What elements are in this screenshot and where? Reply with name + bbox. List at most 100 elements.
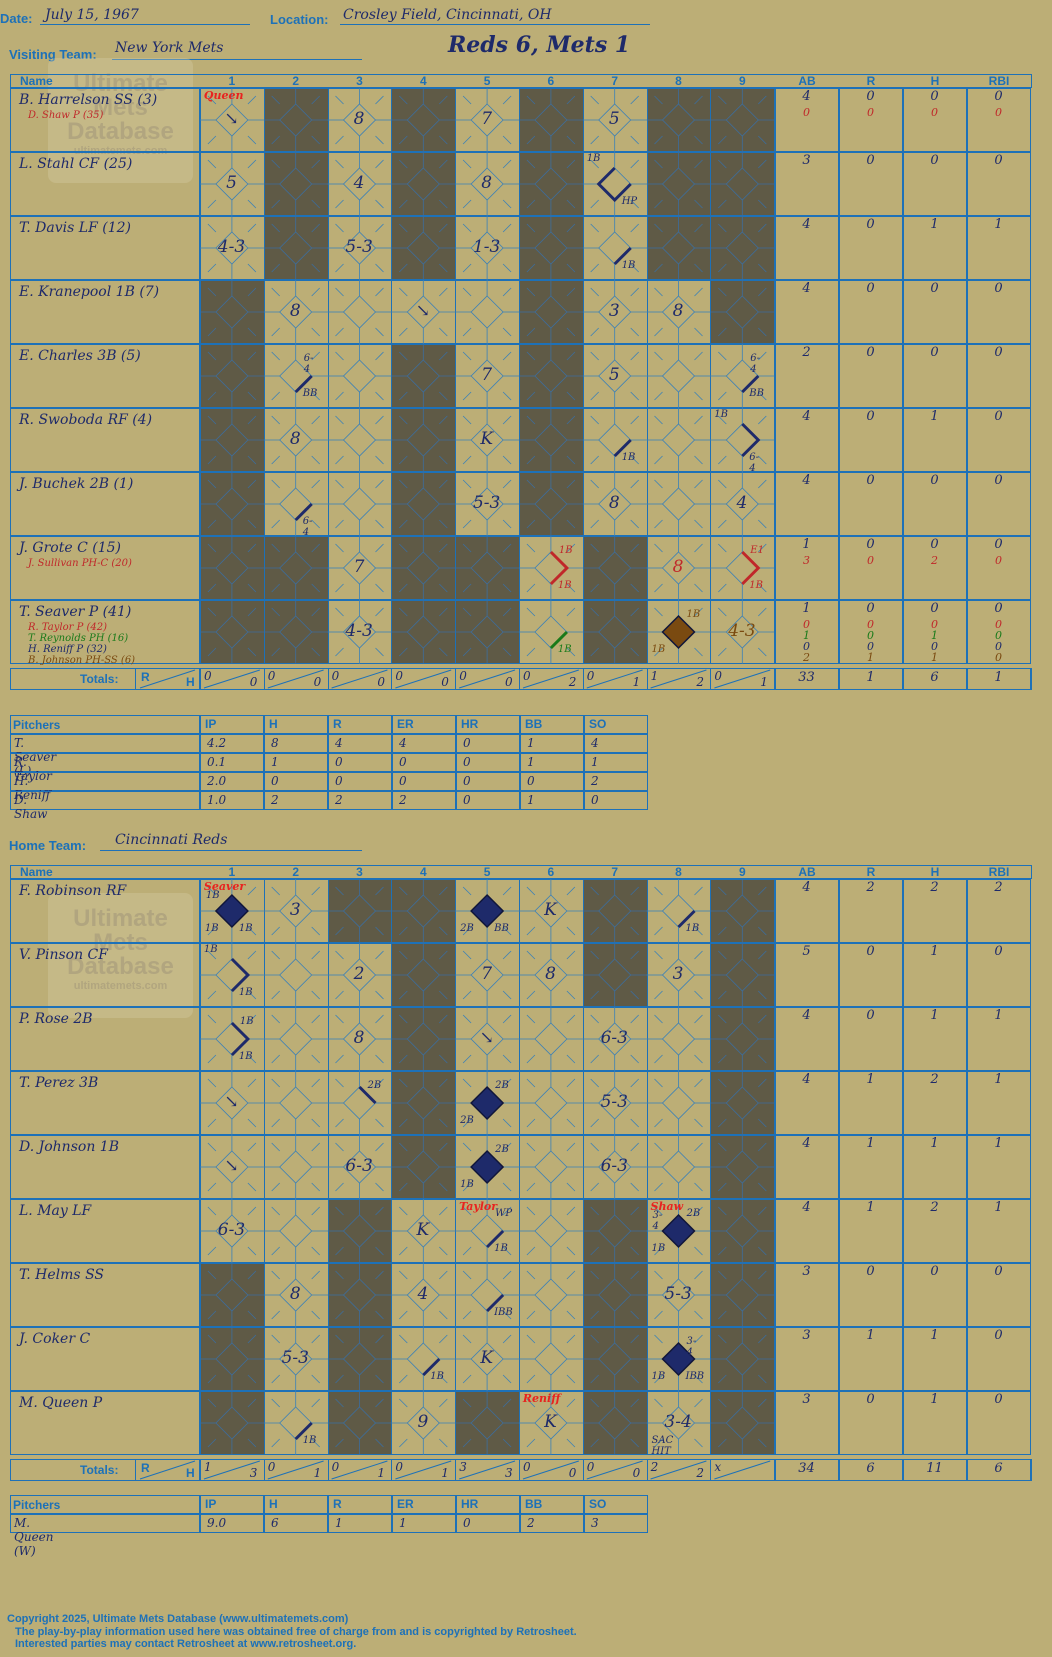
pitch-stat-cell — [200, 753, 264, 772]
player-stat-value: 0 — [994, 345, 1003, 360]
stat-header-ab: AB — [798, 865, 816, 879]
play-annotation: 6-4 — [303, 353, 314, 375]
diamond-guide-line — [335, 950, 344, 960]
rh-divider — [714, 1460, 771, 1480]
base-diamond — [279, 295, 313, 329]
pitch-stat-value: 0 — [463, 736, 471, 750]
diamond-guide-line — [694, 1206, 703, 1216]
player-stat-value: 1 — [930, 1328, 939, 1343]
diamond-guide-line — [207, 479, 217, 489]
inning-header-8: 8 — [675, 865, 682, 879]
diamond-guide-line — [566, 327, 576, 337]
team-total-cell — [839, 668, 903, 690]
diamond-guide-line — [399, 1438, 408, 1448]
stat-cell — [903, 1263, 967, 1327]
diamond-guide-line — [375, 886, 384, 896]
base-diamond — [279, 103, 313, 137]
play-notation: ↘ — [224, 109, 239, 129]
diamond-guide-line — [526, 479, 536, 489]
pitcher-name-cell — [10, 772, 200, 791]
diamond-guide-line — [654, 950, 663, 960]
diamond-guide-line — [335, 95, 344, 105]
diamond-guide-line — [271, 1398, 280, 1408]
base-diamond — [598, 1342, 632, 1376]
inning-runs: 0 — [267, 1460, 276, 1474]
stat-cell — [903, 879, 967, 943]
diamond-guide-line — [758, 415, 767, 425]
diamond-guide-line — [694, 1246, 703, 1256]
stat-cell — [967, 1263, 1031, 1327]
play-annotation: 1B — [558, 545, 573, 556]
diamond-guide-line — [566, 455, 576, 465]
base-diamond — [598, 1022, 632, 1056]
basepath-to-second — [741, 422, 761, 458]
player-stat-value: 1 — [930, 217, 939, 232]
basepath-to-second — [549, 550, 570, 586]
diamond-guide-line — [526, 1310, 536, 1320]
player-stat-value: 0 — [930, 537, 939, 552]
inning-hits: 0 — [377, 675, 386, 689]
diamond-guide-line — [566, 1334, 576, 1344]
diamond-guide-line — [207, 607, 217, 617]
diamond-guide-line — [694, 1374, 703, 1384]
diamond-guide-line — [207, 1310, 217, 1320]
pitch-stat-value: 2 — [527, 1516, 535, 1530]
player-name: T. Helms SS — [19, 1267, 104, 1283]
diamond-guide-line — [654, 1142, 663, 1152]
diamond-guide-line — [526, 135, 536, 145]
base-diamond — [470, 295, 504, 329]
inning-runs: 1 — [204, 1460, 212, 1474]
diamond-guide-line — [758, 1438, 767, 1448]
diamond-guide-line — [630, 1270, 639, 1280]
diamond-guide-line — [375, 263, 384, 273]
pitch-col-header-cell — [200, 715, 264, 734]
diamond-guide-line — [399, 990, 408, 1000]
diamond-guide-line — [630, 351, 639, 361]
diamond-guide-line — [399, 479, 408, 489]
diamond-guide-line — [247, 1438, 257, 1448]
player-stat-value: 2 — [866, 880, 875, 895]
player-stat-value: 0 — [866, 1008, 875, 1023]
player-name-cell — [10, 1071, 200, 1135]
inning-runs: 0 — [523, 1460, 531, 1474]
player-stat-value: 0 — [867, 629, 874, 642]
diamond-guide-line — [311, 351, 320, 361]
rh-divider — [522, 1460, 579, 1480]
diamond-guide-line — [502, 159, 512, 169]
diamond-guide-line — [526, 950, 536, 960]
player-stat-value: 0 — [994, 409, 1003, 424]
player-name-cell — [10, 1199, 200, 1263]
play-annotation: 1B — [651, 1371, 666, 1382]
base-diamond — [725, 1342, 759, 1376]
diamond-guide-line — [335, 1398, 344, 1408]
pitch-stat-cell — [584, 734, 648, 753]
diamond-guide-line — [718, 990, 727, 1000]
diamond-guide-line — [758, 455, 767, 465]
pitch-stat-cell — [392, 753, 456, 772]
base-diamond — [215, 1214, 249, 1248]
diamond-guide-line — [335, 1374, 344, 1384]
diamond-guide-line — [590, 990, 599, 1000]
diamond-guide-line — [271, 543, 280, 553]
play-annotation: 1B — [238, 923, 253, 934]
diamond-guide-line — [590, 1398, 599, 1408]
base-diamond — [342, 423, 377, 457]
diamond-guide-line — [439, 607, 448, 617]
player-stat-value: 0 — [994, 944, 1003, 959]
base-diamond — [279, 1278, 313, 1312]
diamond-guide-line — [375, 287, 384, 297]
pitch-stat-value: 0 — [463, 1516, 471, 1530]
diamond-guide-line — [590, 926, 599, 936]
play-annotation: 1B — [651, 644, 666, 655]
diamond-guide-line — [758, 479, 767, 489]
stat-cell — [839, 536, 903, 600]
player-name: D. Johnson 1B — [19, 1139, 119, 1155]
substitute-name: H. Reniff P (32) — [28, 644, 107, 655]
diamond-guide-line — [630, 479, 639, 489]
diamond-guide-line — [271, 1246, 280, 1256]
rh-divider — [267, 1460, 324, 1480]
diamond-guide-line — [207, 391, 217, 401]
inning-header-9: 9 — [738, 74, 746, 88]
pitch-col-header-bb: BB — [525, 1497, 543, 1511]
inning-header-1: 1 — [228, 865, 236, 879]
